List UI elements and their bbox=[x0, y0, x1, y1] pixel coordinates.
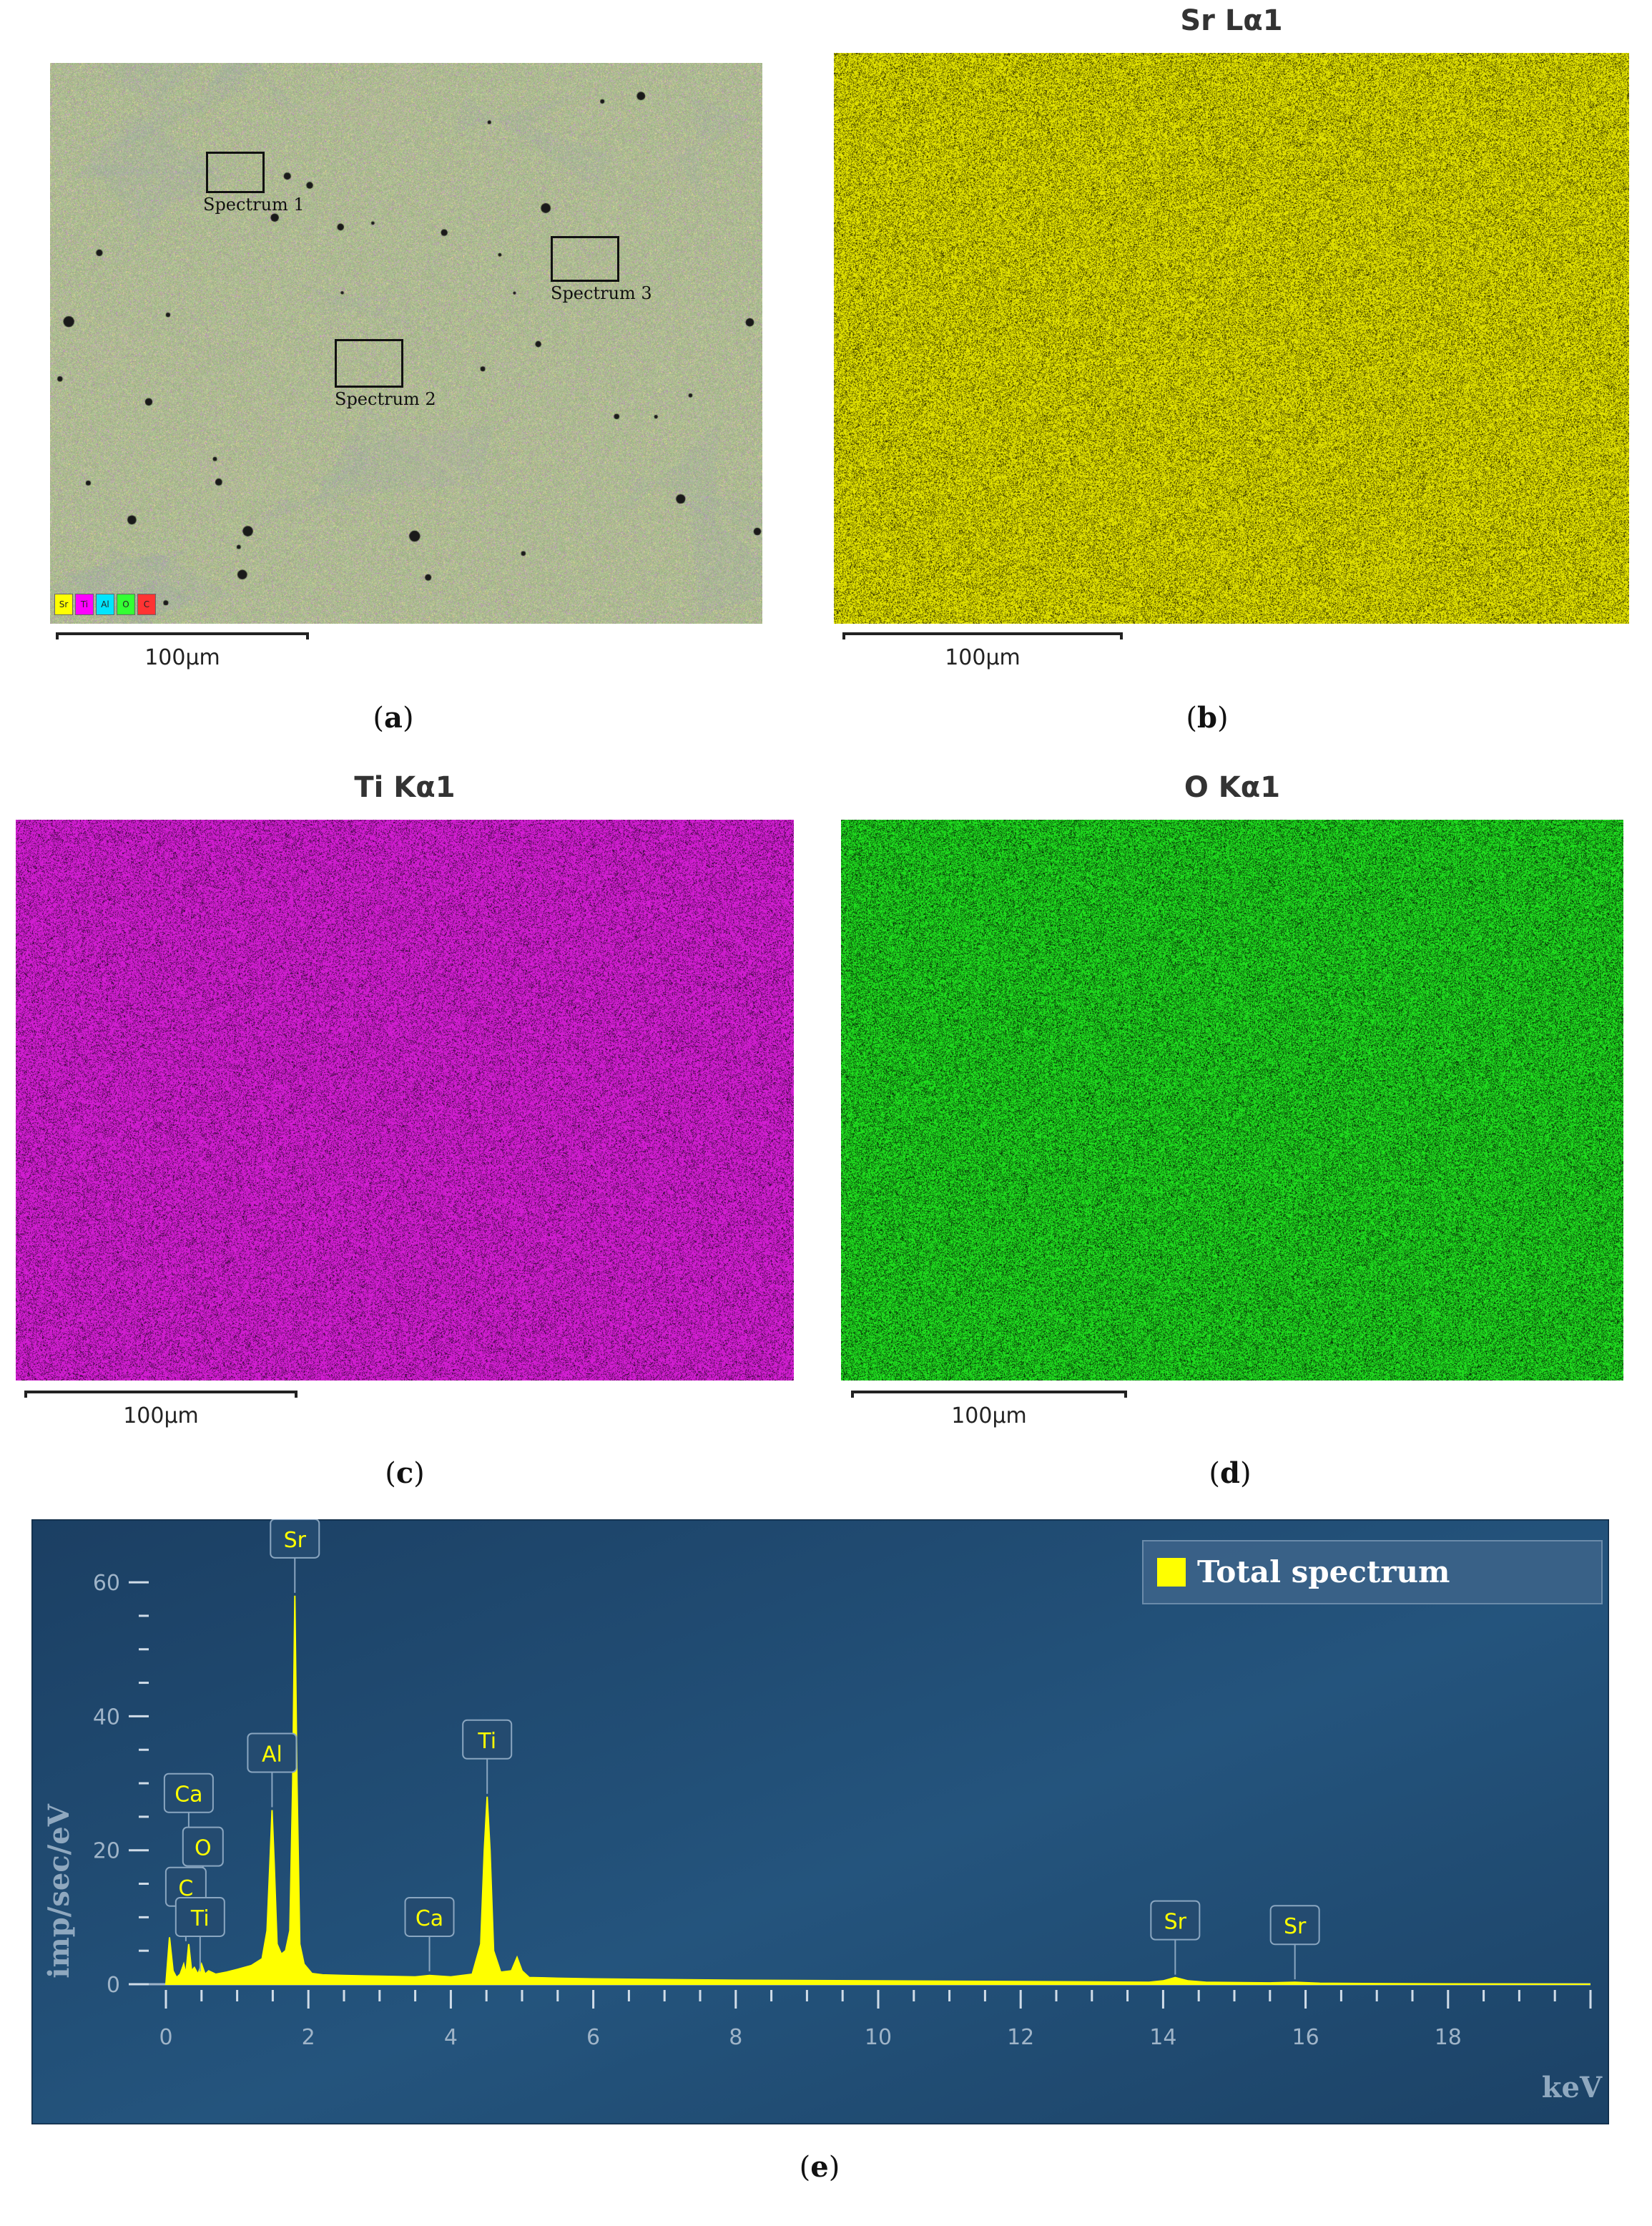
peak-label-text: Sr bbox=[284, 1528, 307, 1553]
caption-b: (b) bbox=[1186, 701, 1229, 735]
scalebar-c-label: 100μm bbox=[123, 1403, 199, 1428]
series-total-spectrum bbox=[164, 1595, 1591, 1985]
sem-micrograph bbox=[50, 63, 762, 624]
x-tick-label: 18 bbox=[1435, 2025, 1462, 2050]
y-tick-label: 60 bbox=[93, 1571, 120, 1596]
spectrum-3-label: Spectrum 3 bbox=[551, 283, 652, 303]
ti-element-map bbox=[16, 820, 794, 1381]
peak-label-ca: Ca bbox=[404, 1896, 455, 1971]
spectrum-1-box bbox=[206, 152, 265, 193]
scalebar-a: 100μm bbox=[56, 625, 309, 682]
peak-label-ti: Ti bbox=[462, 1719, 513, 1794]
peak-label-sr: Sr bbox=[1269, 1905, 1320, 1980]
map-title-ti: Ti Kα1 bbox=[354, 771, 456, 804]
peak-label-text: Ti bbox=[190, 1906, 210, 1931]
peak-label-c: C bbox=[164, 1866, 207, 1941]
x-tick-label: 2 bbox=[302, 2025, 315, 2050]
x-tick-label: 0 bbox=[159, 2025, 172, 2050]
peak-label-sr: Sr bbox=[270, 1519, 320, 1593]
caption-c: (c) bbox=[385, 1456, 425, 1490]
scalebar-b-label: 100μm bbox=[945, 645, 1021, 670]
x-tick-label: 10 bbox=[865, 2025, 892, 2050]
scalebar-a-label: 100μm bbox=[144, 645, 220, 670]
legend-chip-ti: Ti bbox=[75, 594, 94, 615]
eds-spectrum-chart: 0 2 4 6 8 10 12 14 16 18 0 20 40 60 Sr Al Ti Ca OC Ti Ca Sr S… bbox=[31, 1519, 1609, 2124]
x-tick-label: 4 bbox=[444, 2025, 458, 2050]
y-tick-label: 40 bbox=[93, 1705, 120, 1730]
peak-label-text: Ca bbox=[174, 1783, 202, 1808]
peak-label-sr: Sr bbox=[1150, 1900, 1201, 1975]
caption-d: (d) bbox=[1209, 1456, 1252, 1490]
o-map-panel bbox=[841, 820, 1623, 1381]
y-axis-label: imp/sec/eV bbox=[42, 1803, 76, 1978]
peak-label-text: O bbox=[195, 1836, 212, 1861]
caption-a: (a) bbox=[373, 701, 414, 735]
peak-label-al: Al bbox=[247, 1732, 298, 1808]
legend-chip-al: Al bbox=[96, 594, 114, 615]
x-axis-label: keV bbox=[1542, 2071, 1603, 2104]
legend-swatch-total-spectrum bbox=[1157, 1558, 1186, 1587]
peak-label-ca: Ca bbox=[163, 1773, 214, 1848]
y-tick-label: 0 bbox=[107, 1973, 120, 1998]
scalebar-d-label: 100μm bbox=[951, 1403, 1027, 1428]
peak-label-text: Sr bbox=[1284, 1914, 1307, 1939]
peak-label-ti: Ti bbox=[174, 1896, 225, 1971]
caption-e: (e) bbox=[799, 2150, 840, 2184]
peak-label-text: Ti bbox=[477, 1729, 496, 1754]
chart-legend: Total spectrum bbox=[1142, 1540, 1603, 1604]
x-tick-label: 12 bbox=[1007, 2025, 1034, 2050]
peak-label-text: C bbox=[178, 1876, 193, 1901]
spectrum-3-box bbox=[551, 236, 619, 282]
y-tick-label: 20 bbox=[93, 1839, 120, 1864]
x-tick-label: 16 bbox=[1292, 2025, 1319, 2050]
o-element-map bbox=[841, 820, 1623, 1381]
spectrum-2-box bbox=[335, 339, 403, 388]
sr-map-panel bbox=[834, 53, 1629, 624]
spectrum-1-label: Spectrum 1 bbox=[203, 195, 305, 215]
legend-chip-c: C bbox=[137, 594, 156, 615]
scalebar-c: 100μm bbox=[24, 1383, 298, 1441]
scalebar-b: 100μm bbox=[842, 625, 1123, 682]
legend-label-total-spectrum: Total spectrum bbox=[1197, 1554, 1450, 1589]
peak-label-text: Al bbox=[262, 1742, 282, 1767]
spectrum-2-label: Spectrum 2 bbox=[335, 389, 436, 409]
x-tick-label: 14 bbox=[1149, 2025, 1176, 2050]
element-color-legend: Sr Ti Al O C bbox=[54, 594, 156, 615]
legend-chip-o: O bbox=[117, 594, 135, 615]
legend-chip-sr: Sr bbox=[54, 594, 73, 615]
map-title-sr: Sr Lα1 bbox=[1180, 4, 1283, 37]
x-tick-label: 8 bbox=[729, 2025, 742, 2050]
map-title-o: O Kα1 bbox=[1184, 771, 1281, 804]
chart-background bbox=[31, 1519, 1609, 2124]
x-tick-label: 6 bbox=[586, 2025, 600, 2050]
ti-map-panel bbox=[16, 820, 794, 1381]
peak-label-text: Sr bbox=[1164, 1910, 1187, 1935]
sem-micrograph-panel: Spectrum 1 Spectrum 2 Spectrum 3 Sr Ti A… bbox=[50, 63, 762, 624]
sr-element-map bbox=[834, 53, 1629, 624]
peak-label-text: Ca bbox=[416, 1906, 443, 1931]
scalebar-d: 100μm bbox=[851, 1383, 1127, 1441]
